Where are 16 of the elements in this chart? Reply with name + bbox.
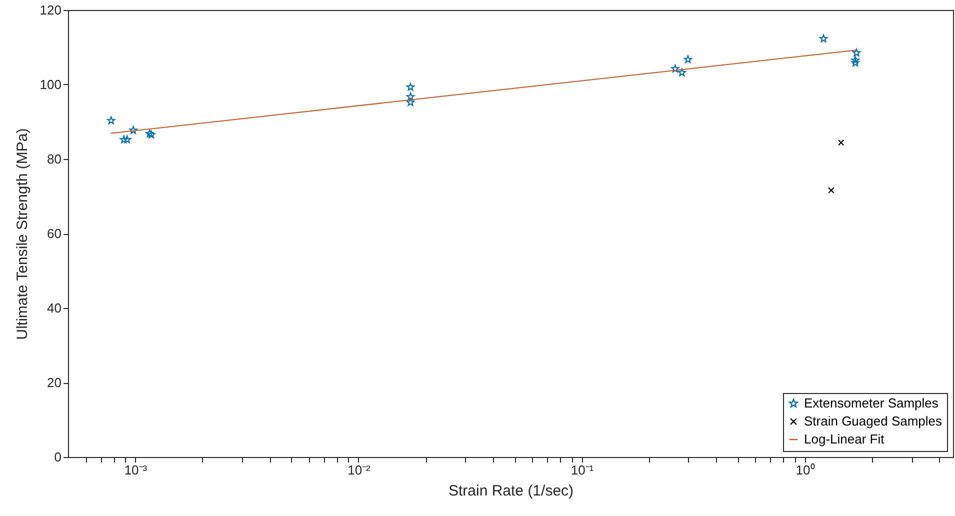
x-tick-label: 10⁻² [348,462,372,478]
legend-label: Log-Linear Fit [804,432,885,446]
y-axis-title: Ultimate Tensile Strength (MPa) [14,128,31,340]
y-tick-label: 80 [47,152,62,166]
y-tick-label: 20 [47,375,62,390]
y-tick-label: 120 [40,2,62,18]
x-tick-label: 10⁻¹ [570,462,594,478]
y-tick-label: 100 [40,77,62,92]
x-axis-title: Strain Rate (1/sec) [448,482,574,500]
legend-label: Strain Guaged Samples [804,414,943,428]
x-tick-label: 10⁻³ [124,462,148,478]
x-tick-label: 10⁰ [796,462,816,478]
y-tick-label: 60 [47,226,62,241]
legend-label: Extensometer Samples [804,396,939,410]
y-tick-label: 0 [54,450,62,464]
y-tick-label: 40 [47,300,62,316]
